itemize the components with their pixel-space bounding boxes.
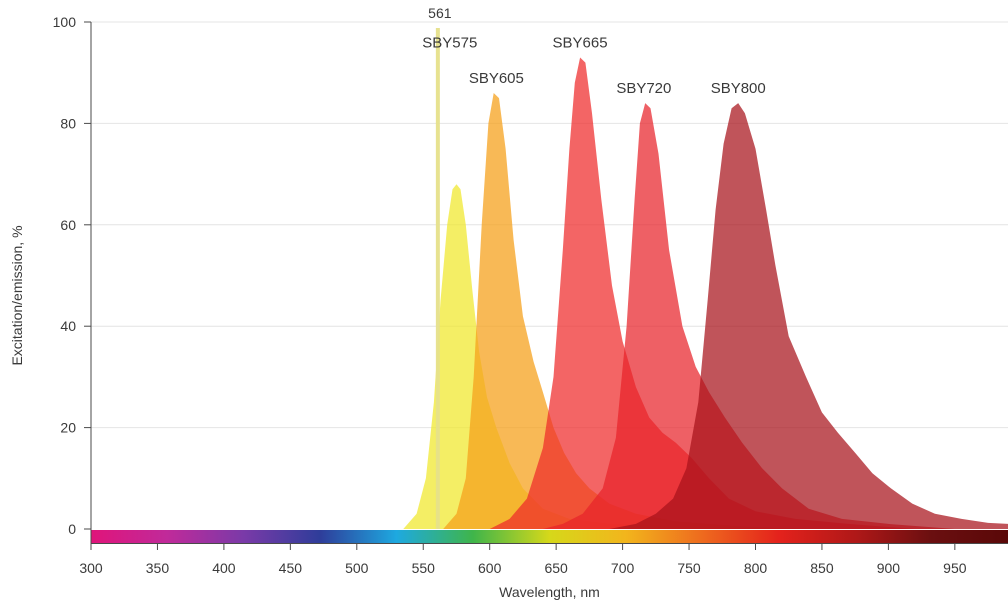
series-area-sby720 bbox=[542, 103, 955, 529]
x-tick-label-800: 800 bbox=[744, 560, 768, 576]
y-tick-label-60: 60 bbox=[60, 217, 76, 233]
x-tick-label-450: 450 bbox=[279, 560, 303, 576]
y-tick-label-80: 80 bbox=[60, 115, 76, 131]
x-tick-label-500: 500 bbox=[345, 560, 369, 576]
x-axis-title: Wavelength, nm bbox=[499, 584, 600, 600]
y-tick-label-100: 100 bbox=[53, 14, 77, 30]
series-label-sby665: SBY665 bbox=[553, 34, 608, 51]
y-tick-label-20: 20 bbox=[60, 420, 76, 436]
series-area-sby605 bbox=[443, 93, 809, 529]
series-label-sby720: SBY720 bbox=[616, 80, 671, 97]
y-tick-label-0: 0 bbox=[68, 521, 76, 537]
x-tick-label-650: 650 bbox=[544, 560, 568, 576]
x-tick-label-600: 600 bbox=[478, 560, 502, 576]
gridlines bbox=[91, 21, 1008, 429]
y-tick-label-40: 40 bbox=[60, 318, 76, 334]
x-tick-label-550: 550 bbox=[412, 560, 436, 576]
x-tick-label-900: 900 bbox=[877, 560, 901, 576]
series-label-sby605: SBY605 bbox=[469, 70, 524, 87]
x-tick-label-700: 700 bbox=[611, 560, 635, 576]
laser-line-group: 561 bbox=[428, 5, 452, 529]
series-area-sby665 bbox=[489, 57, 915, 529]
y-axis-title: Excitation/emission, % bbox=[9, 225, 25, 365]
spectrum-bar bbox=[91, 530, 1008, 543]
x-tick-label-950: 950 bbox=[943, 560, 967, 576]
laser-line bbox=[435, 28, 440, 529]
x-tick-label-850: 850 bbox=[810, 560, 834, 576]
axes: 0 20 40 60 80 100 300 350 400 450 500 550 600 650 700 7… bbox=[9, 14, 1008, 600]
x-tick-label-350: 350 bbox=[146, 560, 170, 576]
series-labels: SBY575 SBY605 SBY665 SBY720 SBY800 bbox=[422, 34, 765, 97]
series-label-sby800: SBY800 bbox=[711, 80, 766, 97]
series-label-sby575: SBY575 bbox=[422, 34, 477, 51]
laser-line-label: 561 bbox=[428, 5, 452, 21]
x-tick-label-300: 300 bbox=[79, 560, 103, 576]
x-tick-label-400: 400 bbox=[212, 560, 236, 576]
series-area-sby800 bbox=[609, 103, 1008, 529]
series-areas bbox=[403, 57, 1008, 529]
x-tick-label-750: 750 bbox=[677, 560, 701, 576]
